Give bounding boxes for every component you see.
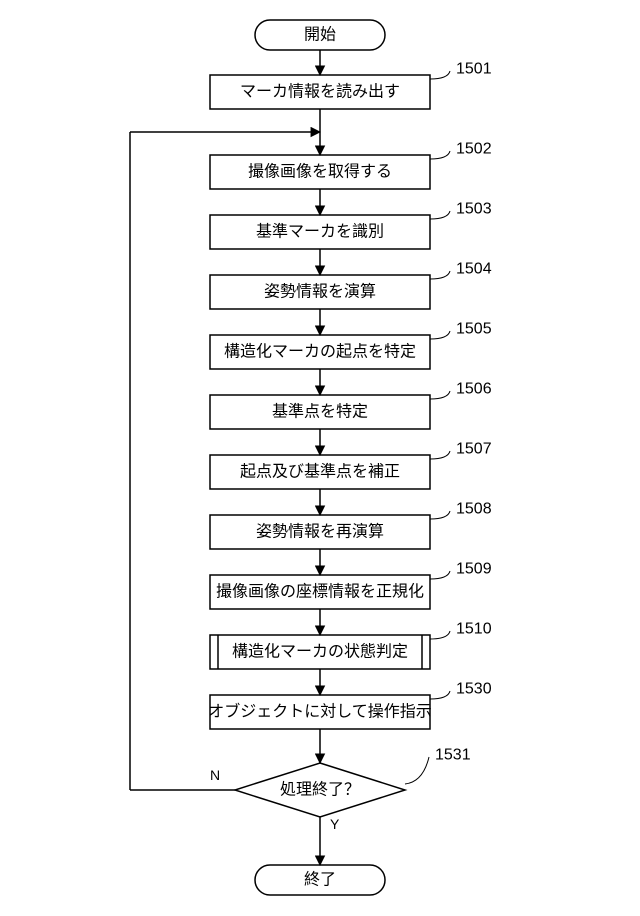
ref-label-1530: 1530 [456,681,492,698]
step-1503-label: 基準マーカを識別 [256,223,384,241]
decision-yes-label: Y [330,816,340,832]
ref-label-1506: 1506 [456,381,492,398]
ref-leader-1502 [430,151,450,159]
ref-label-1508: 1508 [456,501,492,518]
ref-label-1510: 1510 [456,621,492,638]
decision-1531-label: 処理終了？ [280,781,360,799]
step-1510-label: 構造化マーカの状態判定 [232,643,408,661]
ref-label-1509: 1509 [456,561,492,578]
ref-leader-1503 [430,211,450,219]
step-1506-label: 基準点を特定 [272,403,368,421]
end-terminator-label: 終了 [304,871,336,889]
start-terminator-label: 開始 [304,26,336,44]
ref-label-1502: 1502 [456,141,492,158]
ref-leader-1505 [430,331,450,339]
step-1502-label: 撮像画像を取得する [248,163,392,181]
ref-leader-1504 [430,271,450,279]
ref-label-1503: 1503 [456,201,492,218]
ref-leader-1510 [430,631,450,639]
ref-label-1505: 1505 [456,321,492,338]
ref-leader-1508 [430,511,450,519]
ref-label-1507: 1507 [456,441,492,458]
step-1505-label: 構造化マーカの起点を特定 [224,343,416,361]
step-1507-label: 起点及び基準点を補正 [240,463,400,481]
step-1501-label: マーカ情報を読み出す [240,83,400,101]
ref-leader-1506 [430,391,450,399]
ref-label-1504: 1504 [456,261,492,278]
step-1509-label: 撮像画像の座標情報を正規化 [216,583,424,601]
step-1508-label: 姿勢情報を再演算 [256,522,384,541]
ref-label-1531: 1531 [435,747,471,764]
ref-label-1501: 1501 [456,61,492,78]
ref-leader-1509 [430,571,450,579]
ref-leader-1530 [430,691,450,699]
ref-leader-1507 [430,451,450,459]
step-1530-label: オブジェクトに対して操作指示 [208,702,432,721]
decision-no-label: N [210,767,220,783]
step-1504-label: 姿勢情報を演算 [264,282,376,301]
ref-leader-1501 [430,71,450,79]
ref-leader-1531 [405,757,429,784]
